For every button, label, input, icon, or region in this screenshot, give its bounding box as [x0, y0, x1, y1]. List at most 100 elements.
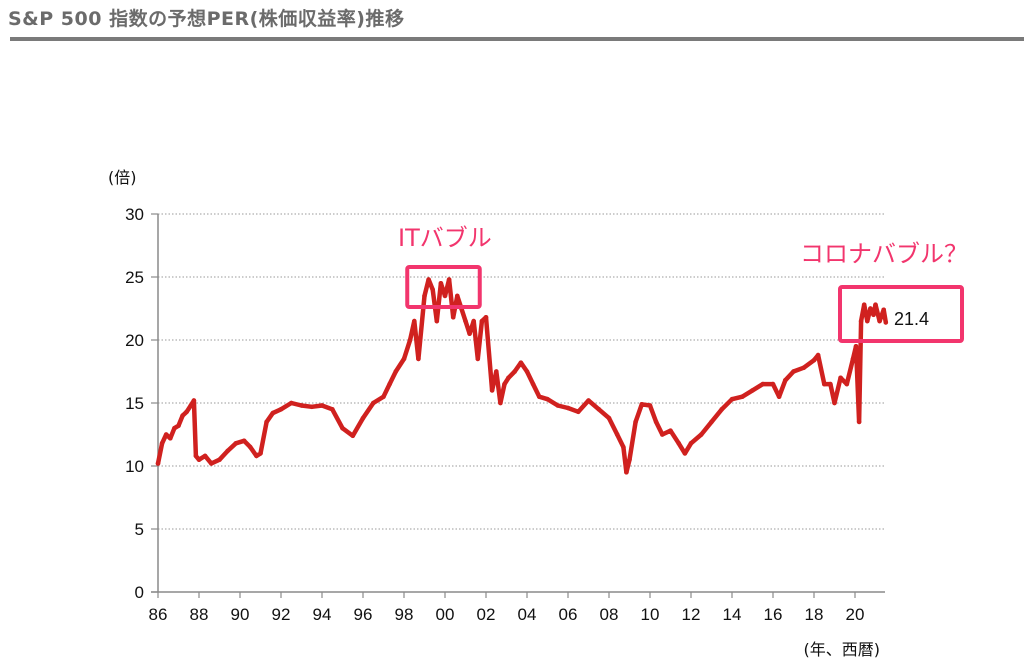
x-tick-label: 88	[190, 605, 209, 624]
data-point	[475, 356, 481, 362]
data-point	[856, 419, 862, 425]
data-point	[254, 453, 259, 459]
data-point	[853, 344, 859, 349]
x-tick-label: 92	[272, 605, 291, 624]
x-tick-label: 20	[846, 605, 865, 624]
last-value-label: 21.4	[894, 309, 929, 329]
data-point	[861, 302, 867, 308]
data-point	[868, 306, 873, 311]
data-point	[699, 432, 704, 437]
data-point	[393, 369, 399, 374]
data-point	[430, 287, 436, 292]
data-point	[330, 407, 335, 412]
y-tick-label: 30	[125, 205, 144, 224]
gridlines	[158, 213, 885, 530]
data-point	[471, 318, 477, 324]
data-point	[498, 400, 503, 406]
data-point	[688, 441, 694, 446]
x-tick-label: 08	[600, 605, 619, 624]
x-tick-label: 98	[395, 605, 414, 624]
data-point	[783, 378, 788, 383]
data-point	[791, 369, 796, 374]
data-point	[412, 318, 417, 324]
data-point	[270, 410, 276, 416]
data-point	[309, 404, 315, 410]
data-point	[822, 381, 827, 387]
data-point	[483, 315, 489, 320]
data-point	[627, 457, 632, 463]
x-tick-label: 94	[313, 605, 332, 624]
data-point	[494, 369, 499, 374]
data-point	[463, 318, 468, 324]
data-point	[502, 381, 507, 387]
x-tick-label: 96	[354, 605, 373, 624]
data-point	[180, 413, 185, 418]
data-point	[278, 407, 284, 412]
data-point	[360, 415, 366, 421]
data-point	[196, 457, 202, 463]
x-tick-label: 04	[518, 605, 537, 624]
data-point	[401, 356, 407, 362]
y-tick-label: 25	[125, 268, 144, 287]
y-tick-label: 0	[135, 583, 144, 602]
data-point	[881, 307, 886, 313]
data-point	[844, 381, 850, 387]
data-point	[815, 352, 821, 358]
data-point	[828, 381, 833, 387]
data-point	[676, 441, 681, 446]
y-tick-label: 5	[135, 520, 144, 539]
x-tick-label: 00	[436, 605, 455, 624]
data-point	[248, 444, 253, 450]
data-point	[434, 318, 440, 324]
data-point	[596, 407, 602, 412]
series-line	[155, 277, 889, 475]
data-point	[241, 438, 247, 444]
data-point	[832, 400, 837, 406]
data-point	[512, 369, 517, 374]
it-bubble-label: ITバブル	[398, 224, 492, 252]
data-point	[770, 381, 776, 387]
page-title: S&P 500 指数の予想PER(株価収益率)推移	[8, 8, 405, 30]
data-point	[299, 403, 304, 408]
data-point	[191, 398, 197, 403]
data-point	[653, 419, 659, 425]
data-point	[719, 407, 725, 412]
data-point	[545, 396, 550, 402]
y-axis-ticks: 0 5 10 15 20 25 30	[125, 205, 158, 602]
data-point	[750, 388, 755, 393]
data-point	[371, 400, 376, 406]
data-point	[729, 396, 735, 402]
y-axis-unit-label: (倍)	[108, 168, 137, 187]
data-point	[555, 403, 561, 408]
data-point	[258, 451, 263, 456]
data-point	[159, 441, 165, 446]
data-point	[530, 381, 536, 387]
data-point	[446, 277, 452, 282]
data-point	[184, 409, 189, 415]
y-tick-label: 20	[125, 331, 144, 350]
data-point	[660, 432, 665, 437]
data-point	[682, 451, 688, 456]
y-tick-label: 15	[125, 394, 144, 413]
data-point	[188, 403, 194, 408]
data-point	[647, 403, 653, 408]
data-point	[877, 318, 882, 324]
data-point	[350, 433, 356, 439]
x-tick-label: 90	[231, 605, 250, 624]
data-point	[614, 432, 620, 437]
data-point	[838, 375, 843, 381]
data-point	[506, 375, 511, 381]
data-point	[489, 388, 495, 393]
data-point	[606, 415, 612, 421]
x-tick-label: 12	[682, 605, 701, 624]
data-point	[709, 419, 714, 425]
it-bubble-highlight-box	[405, 265, 482, 309]
x-tick-label: 10	[641, 605, 660, 624]
data-point	[426, 277, 431, 282]
data-point	[576, 409, 581, 415]
x-tick-label: 14	[723, 605, 742, 624]
x-axis-ticks: 86 88 90 92 94 96 98 00 02 04 06 08 10 12 14 16 18 20	[149, 592, 865, 624]
data-point	[217, 457, 222, 463]
